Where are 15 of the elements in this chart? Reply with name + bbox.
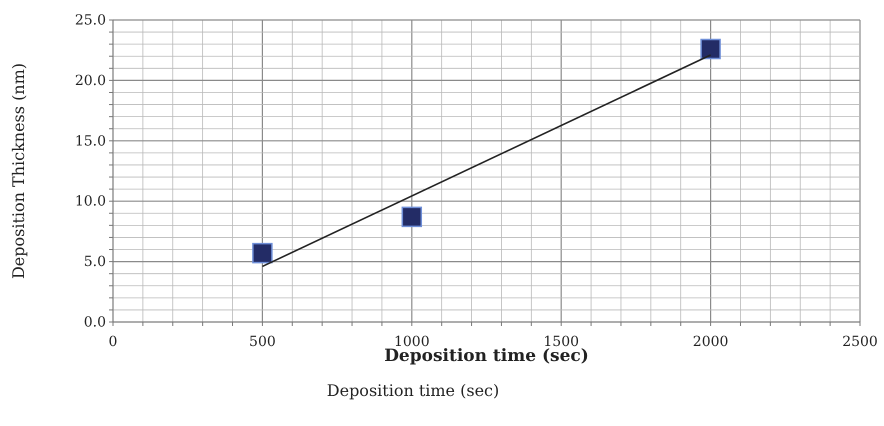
point (402, 206, 422, 228)
y-tick-label: 0.0 (84, 314, 106, 330)
y-tick-label: 25.0 (74, 12, 106, 28)
y-tick-label: 20.0 (74, 72, 106, 89)
point (700, 38, 721, 60)
y-tick-label: 5.0 (84, 254, 106, 270)
text: Deposition time (sec) (326, 381, 500, 400)
x-tick-label: 500 (249, 334, 276, 350)
y-axis-title: Deposition Thickness (nm) (9, 62, 28, 280)
x-tick-label: 0 (108, 334, 118, 350)
x-tick-label: 2000 (692, 334, 728, 350)
point (252, 242, 273, 264)
y-tick-label: 10.0 (74, 194, 106, 210)
x-tick-label: 2500 (842, 334, 878, 350)
y-tick-label: 15.0 (74, 133, 106, 150)
